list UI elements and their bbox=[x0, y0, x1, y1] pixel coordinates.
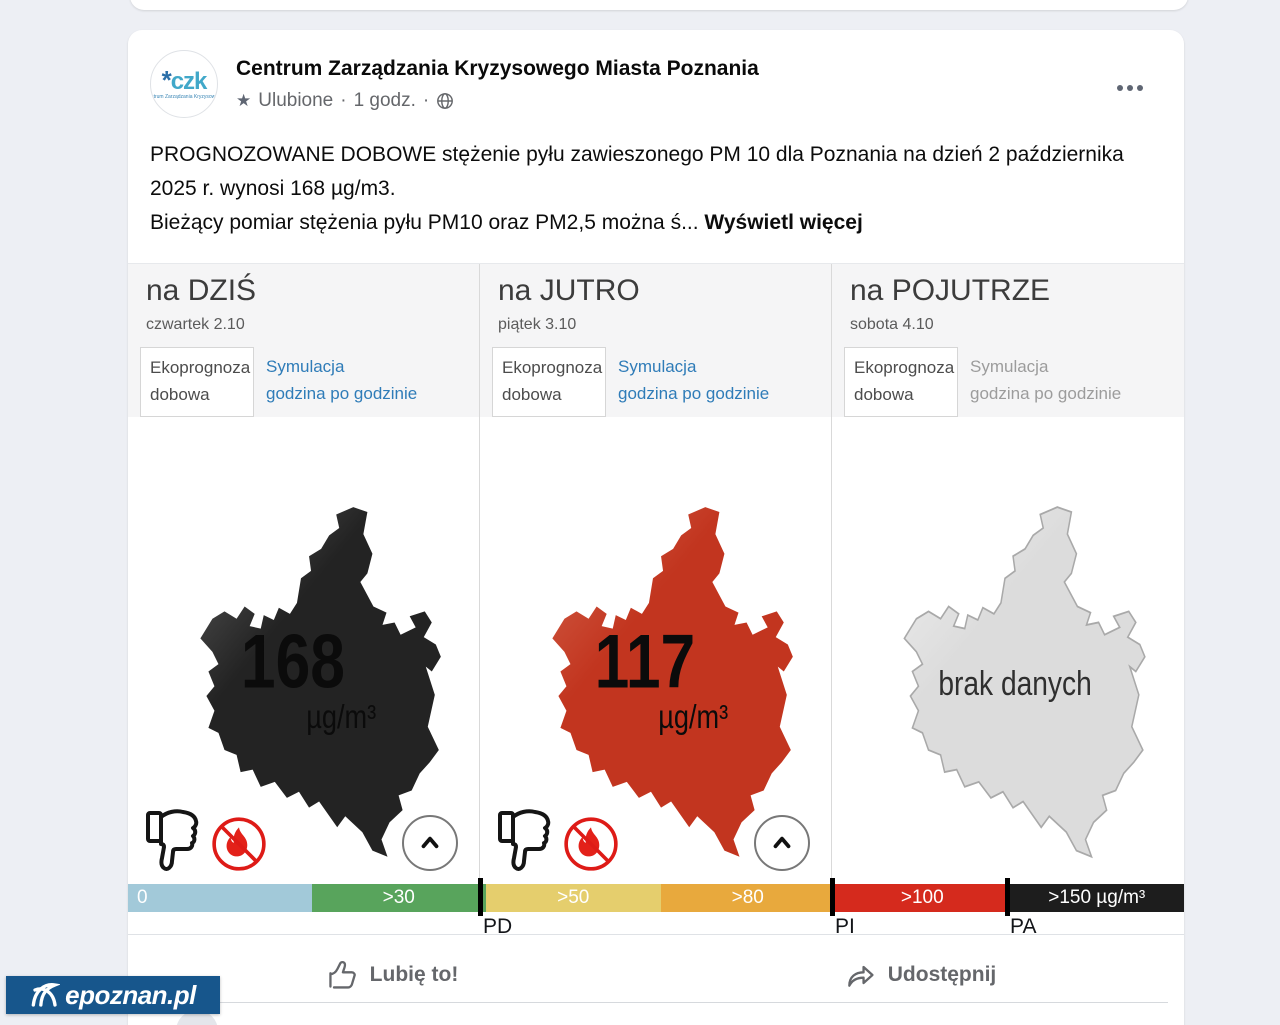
scale-marker-pd: PD bbox=[483, 915, 513, 938]
post-text-line2: Bieżący pomiar stężenia pyłu PM10 oraz P… bbox=[150, 211, 863, 234]
tab-ekoprognoza-dobowa[interactable]: Ekoprognoza dobowa bbox=[140, 347, 254, 417]
panel-date: czwartek 2.10 bbox=[146, 316, 245, 333]
tab-ekoprognoza-dobowa[interactable]: Ekoprognoza dobowa bbox=[844, 347, 958, 417]
thumbs-down-icon bbox=[498, 809, 551, 871]
scale-segment: >100 bbox=[835, 884, 1010, 912]
avatar[interactable]: *czk Centrum Zarządzania Kryzysowego bbox=[150, 50, 218, 118]
scale-segment: >150 µg/m³ bbox=[1009, 884, 1184, 912]
post-meta: ★ Ulubione · 1 godz. · bbox=[236, 90, 454, 112]
poznan-map-today: 168 µg/m³ bbox=[200, 507, 441, 857]
panel-title: na JUTRO bbox=[498, 274, 640, 307]
no-burning-icon bbox=[564, 817, 618, 871]
scale-marker-pa: PA bbox=[1010, 915, 1037, 938]
share-icon bbox=[847, 965, 874, 987]
panel-title: na DZIŚ bbox=[146, 274, 257, 307]
svg-text:117: 117 bbox=[595, 619, 696, 704]
scale-segment: >50 bbox=[486, 884, 661, 912]
panel-header: na JUTRO piątek 3.10 Ekoprognoza dobowa … bbox=[480, 264, 831, 417]
epoznan-logo-icon bbox=[31, 983, 61, 1007]
panel-header: na POJUTRZE sobota 4.10 Ekoprognoza dobo… bbox=[832, 264, 1184, 417]
timestamp[interactable]: 1 godz. bbox=[353, 90, 416, 111]
scale-segment: 0 bbox=[128, 884, 312, 912]
star-icon: ★ bbox=[236, 91, 252, 110]
scale-segment: >30 bbox=[311, 884, 486, 912]
pm10-color-scale: 0 >30 >50 >80 >100 >150 µg/m³ bbox=[128, 884, 1184, 912]
epoznan-watermark: epoznan.pl bbox=[6, 976, 220, 1014]
svg-text:µg/m³: µg/m³ bbox=[658, 700, 728, 736]
post-actions: Lubię to! Udostępnij bbox=[128, 947, 1184, 1003]
poznan-map-tomorrow: 117 µg/m³ bbox=[552, 507, 793, 857]
scale-segment: >80 bbox=[660, 884, 835, 912]
panel-date: piątek 3.10 bbox=[498, 316, 577, 333]
post-card: *czk Centrum Zarządzania Kryzysowego Cen… bbox=[128, 30, 1184, 1025]
previous-post-card-bottom bbox=[130, 0, 1188, 10]
collapse-button[interactable] bbox=[754, 815, 810, 871]
svg-text:µg/m³: µg/m³ bbox=[306, 700, 376, 736]
like-button[interactable]: Lubię to! bbox=[128, 947, 656, 1003]
avatar-logo-caption: Centrum Zarządzania Kryzysowego bbox=[150, 93, 218, 100]
epoznan-logo-text: epoznan.pl bbox=[65, 979, 196, 1010]
thumbs-up-icon bbox=[328, 960, 356, 989]
collapse-button[interactable] bbox=[402, 815, 458, 871]
scale-tick-pi bbox=[830, 878, 835, 916]
thumbs-down-icon bbox=[146, 809, 199, 871]
forecast-panel-today: na DZIŚ czwartek 2.10 Ekoprognoza dobowa… bbox=[128, 264, 480, 882]
page-title[interactable]: Centrum Zarządzania Kryzysowego Miasta P… bbox=[236, 57, 759, 80]
scale-marker-pi: PI bbox=[835, 915, 855, 938]
meta-dot: · bbox=[422, 90, 430, 111]
no-burning-icon bbox=[212, 817, 266, 871]
scale-tick-pd bbox=[478, 878, 483, 916]
tab-symulacja-link-disabled: Symulacja godzina po godzinie bbox=[970, 357, 1122, 403]
share-button[interactable]: Udostępnij bbox=[656, 947, 1184, 1003]
chevron-up-icon bbox=[421, 836, 439, 849]
footer-divider bbox=[144, 1002, 1168, 1003]
meta-dot: · bbox=[340, 90, 347, 111]
favorites-label: Ulubione bbox=[258, 90, 334, 111]
forecast-panel-tomorrow: na JUTRO piątek 3.10 Ekoprognoza dobowa … bbox=[480, 264, 832, 882]
globe-icon bbox=[437, 93, 454, 109]
panel-header: na DZIŚ czwartek 2.10 Ekoprognoza dobowa… bbox=[128, 264, 479, 417]
panel-date: sobota 4.10 bbox=[850, 316, 934, 333]
see-more-link[interactable]: Wyświetl więcej bbox=[704, 211, 863, 234]
chevron-up-icon bbox=[773, 836, 791, 849]
avatar-logo-text: *czk bbox=[161, 64, 208, 95]
post-text-line1: PROGNOZOWANE DOBOWE stężenie pyłu zawies… bbox=[150, 143, 1124, 200]
poznan-map-day-after: brak danych bbox=[903, 506, 1146, 858]
scale-tick-pa bbox=[1005, 878, 1010, 916]
post-text: PROGNOZOWANE DOBOWE stężenie pyłu zawies… bbox=[150, 138, 1164, 240]
post-menu-button[interactable] bbox=[1108, 74, 1152, 102]
panel-title: na POJUTRZE bbox=[850, 274, 1051, 307]
svg-text:168: 168 bbox=[241, 619, 345, 704]
forecast-attachment-image[interactable]: na DZIŚ czwartek 2.10 Ekoprognoza dobowa… bbox=[128, 263, 1184, 938]
forecast-panel-day-after: na POJUTRZE sobota 4.10 Ekoprognoza dobo… bbox=[832, 264, 1184, 882]
tab-symulacja-link[interactable]: Symulacja godzina po godzinie bbox=[266, 357, 418, 403]
tab-ekoprognoza-dobowa[interactable]: Ekoprognoza dobowa bbox=[492, 347, 606, 417]
tab-symulacja-link[interactable]: Symulacja godzina po godzinie bbox=[618, 357, 770, 403]
svg-text:brak danych: brak danych bbox=[938, 664, 1091, 702]
